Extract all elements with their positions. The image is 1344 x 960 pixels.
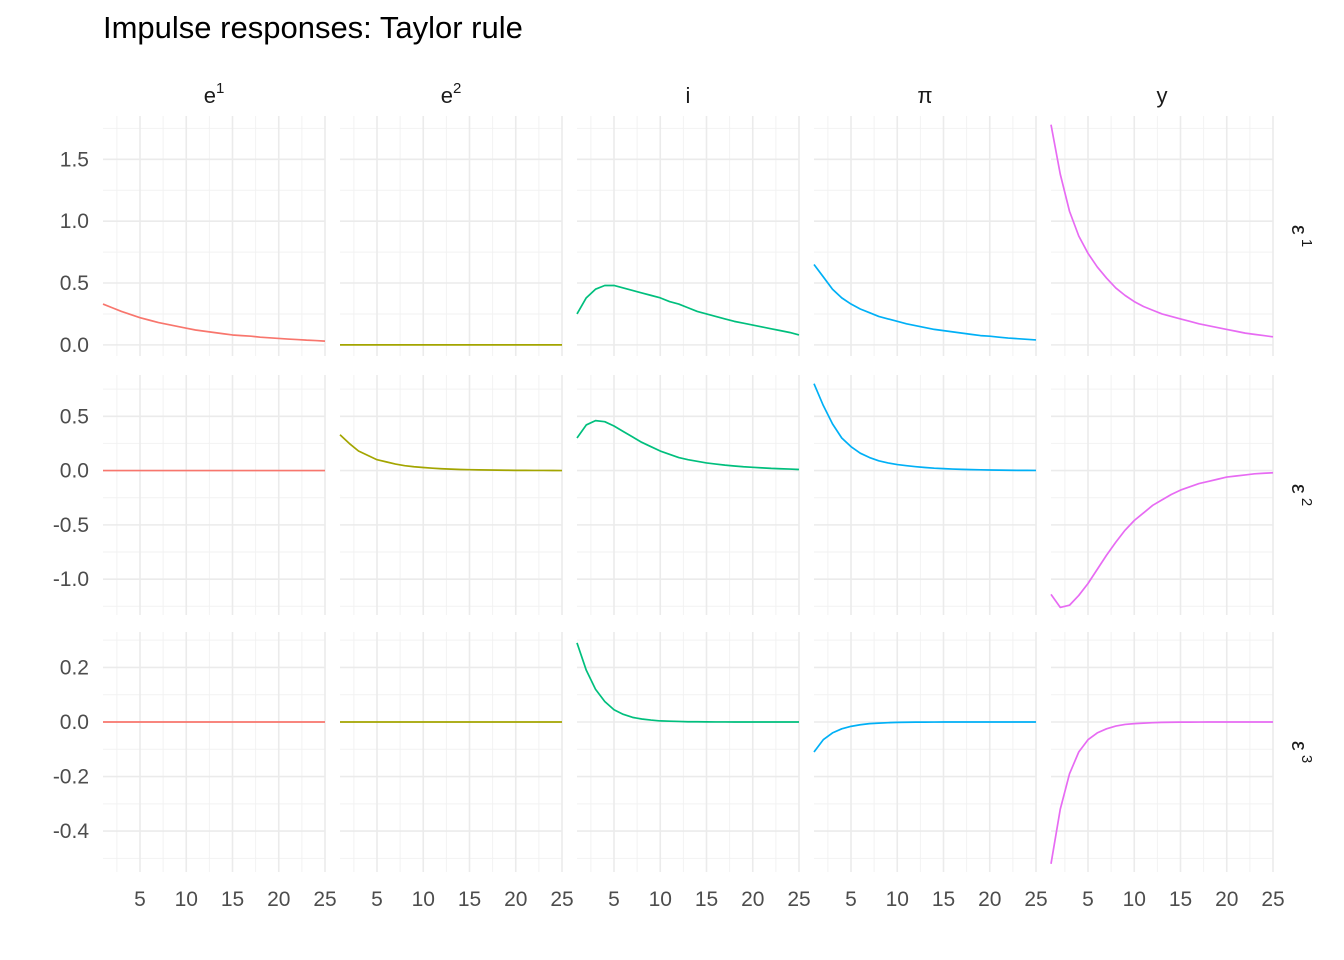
column-strip-text: e — [441, 83, 453, 108]
y-tick-label: 0.5 — [60, 272, 89, 295]
series-line — [576, 419, 800, 471]
x-tick-label: 5 — [134, 888, 146, 911]
column-strip-superscript: 2 — [453, 80, 461, 97]
y-tick-label: 0.5 — [60, 405, 89, 428]
x-tick-label: 15 — [695, 888, 718, 911]
y-tick-label: -0.5 — [53, 514, 89, 537]
row-strip-text: ε 1 — [1287, 225, 1315, 247]
facet-panel — [340, 116, 563, 356]
row-strip-symbol: ε — [1287, 741, 1312, 751]
x-tick-label: 15 — [932, 888, 955, 911]
y-tick-label: 1.0 — [60, 210, 89, 233]
series-line — [1050, 471, 1274, 609]
row-strip-text: ε 3 — [1287, 741, 1315, 763]
facet-panel — [339, 375, 563, 615]
series-line — [813, 721, 1036, 753]
facet-panel — [103, 375, 326, 615]
row-strip-symbol: ε — [1287, 225, 1312, 235]
x-tick-label: 10 — [886, 888, 909, 911]
row-strip-label: ε 2 — [1287, 484, 1315, 506]
x-tick-label: 5 — [845, 888, 857, 911]
series-line — [576, 642, 799, 723]
x-tick-label: 15 — [1169, 888, 1192, 911]
x-tick-label: 20 — [741, 888, 764, 911]
x-tick-label: 15 — [221, 888, 244, 911]
column-strip-text: i — [686, 83, 691, 108]
facet-panel — [576, 632, 800, 872]
facet-panel — [340, 632, 563, 872]
x-tick-label: 10 — [1123, 888, 1146, 911]
y-tick-label: 0.0 — [60, 334, 89, 357]
row-strip-superscript: 3 — [1298, 751, 1315, 764]
series-line — [813, 383, 1037, 472]
x-tick-label: 5 — [1082, 888, 1094, 911]
facet-panel — [1050, 116, 1274, 356]
series-line — [1050, 721, 1273, 864]
facet-panel — [576, 116, 800, 356]
x-tick-label: 25 — [1024, 888, 1047, 911]
x-tick-label: 25 — [550, 888, 573, 911]
x-tick-label: 20 — [1215, 888, 1238, 911]
facet-panel — [1050, 375, 1274, 615]
x-tick-label: 5 — [371, 888, 383, 911]
y-tick-label: -0.2 — [53, 766, 89, 789]
y-tick-label: 0.0 — [60, 711, 89, 734]
column-strip-label: e1 — [204, 80, 225, 108]
column-strip-label: π — [917, 83, 932, 108]
x-tick-label: 10 — [649, 888, 672, 911]
facet-panel — [813, 375, 1037, 615]
y-tick-label: 1.5 — [60, 148, 89, 171]
x-tick-label: 25 — [787, 888, 810, 911]
row-strip-symbol: ε — [1287, 484, 1312, 494]
facet-panel — [813, 116, 1037, 356]
row-strip-superscript: 1 — [1298, 235, 1315, 248]
y-tick-label: 0.2 — [60, 656, 89, 679]
facet-panel — [103, 632, 326, 872]
facet-panel — [102, 116, 326, 356]
x-tick-label: 25 — [313, 888, 336, 911]
column-strip-label: e2 — [441, 80, 462, 108]
column-strip-text: π — [917, 83, 932, 108]
series-line — [339, 434, 563, 472]
column-strip-text: e — [204, 83, 216, 108]
y-tick-label: -0.4 — [53, 820, 90, 843]
x-tick-label: 10 — [175, 888, 198, 911]
series-line — [1050, 124, 1274, 338]
x-tick-label: 20 — [267, 888, 290, 911]
row-strip-label: ε 1 — [1287, 225, 1315, 247]
column-strip-label: y — [1157, 83, 1168, 108]
x-tick-label: 20 — [504, 888, 527, 911]
x-tick-label: 20 — [978, 888, 1001, 911]
series-line — [813, 263, 1037, 341]
y-tick-label: 0.0 — [60, 460, 89, 483]
facet-panel — [1050, 632, 1274, 872]
x-tick-label: 10 — [412, 888, 435, 911]
column-strip-superscript: 1 — [216, 80, 224, 97]
facet-panel — [576, 375, 800, 615]
facet-panel — [813, 632, 1037, 872]
x-tick-label: 5 — [608, 888, 620, 911]
x-tick-label: 25 — [1261, 888, 1284, 911]
column-strip-text: y — [1157, 83, 1168, 108]
series-line — [576, 284, 800, 336]
x-tick-label: 15 — [458, 888, 481, 911]
column-strip-label: i — [686, 83, 691, 108]
series-line — [102, 303, 326, 342]
row-strip-superscript: 2 — [1298, 494, 1315, 507]
row-strip-text: ε 2 — [1287, 484, 1315, 506]
row-strip-label: ε 3 — [1287, 741, 1315, 763]
chart-title: Impulse responses: Taylor rule — [103, 10, 523, 45]
y-tick-label: -1.0 — [53, 568, 89, 591]
